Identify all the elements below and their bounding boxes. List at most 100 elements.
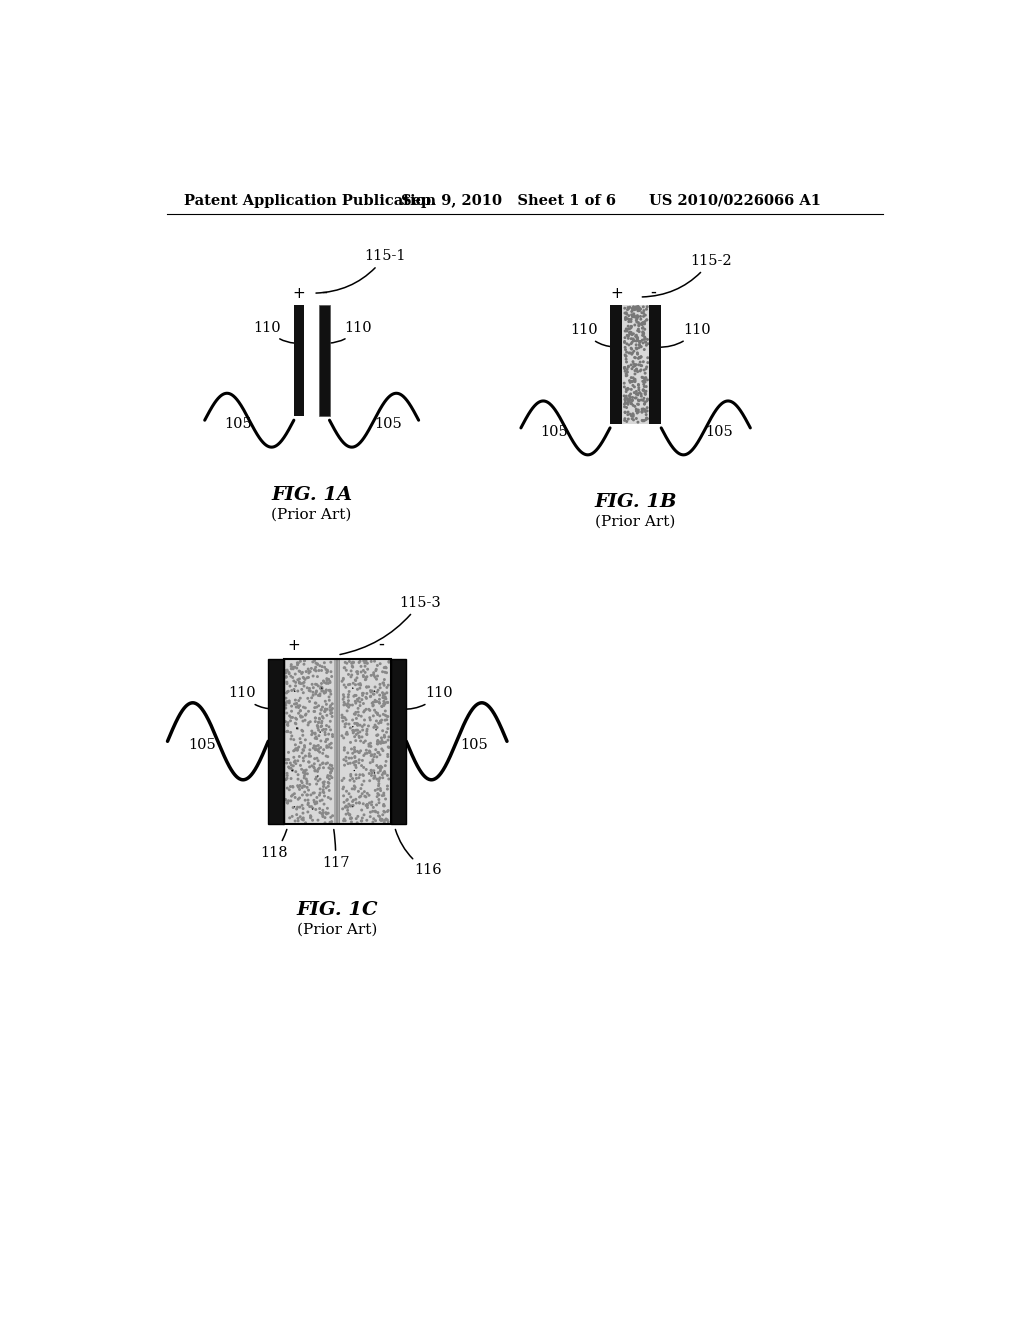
Circle shape <box>628 352 630 354</box>
Circle shape <box>317 744 319 746</box>
Circle shape <box>637 310 639 312</box>
Circle shape <box>375 810 377 813</box>
Circle shape <box>632 413 634 414</box>
Circle shape <box>383 795 385 796</box>
Circle shape <box>343 787 344 788</box>
Circle shape <box>387 715 389 717</box>
Circle shape <box>330 705 332 706</box>
Circle shape <box>305 779 307 780</box>
Circle shape <box>341 681 343 682</box>
Text: 116: 116 <box>395 829 441 878</box>
Circle shape <box>626 359 627 360</box>
Circle shape <box>318 669 319 672</box>
Circle shape <box>377 739 379 742</box>
Circle shape <box>369 772 370 775</box>
Bar <box>268 659 284 825</box>
Circle shape <box>351 663 352 664</box>
Circle shape <box>631 403 633 404</box>
Circle shape <box>304 800 306 801</box>
Circle shape <box>326 813 328 814</box>
Circle shape <box>636 417 637 420</box>
Circle shape <box>348 793 350 795</box>
Circle shape <box>357 791 359 792</box>
Circle shape <box>285 708 287 709</box>
Circle shape <box>297 817 299 820</box>
Circle shape <box>350 671 352 672</box>
Circle shape <box>303 677 305 678</box>
Circle shape <box>290 785 291 787</box>
Circle shape <box>352 762 354 763</box>
Circle shape <box>326 689 327 690</box>
Circle shape <box>362 669 365 672</box>
Circle shape <box>324 804 325 805</box>
Circle shape <box>358 762 359 763</box>
Circle shape <box>360 715 362 717</box>
Circle shape <box>294 793 295 795</box>
Circle shape <box>349 684 350 685</box>
Circle shape <box>640 341 641 342</box>
Circle shape <box>380 721 381 722</box>
Circle shape <box>381 739 383 742</box>
Circle shape <box>298 746 299 748</box>
Circle shape <box>330 671 332 672</box>
Circle shape <box>343 704 345 706</box>
Circle shape <box>323 680 325 681</box>
Circle shape <box>375 700 376 701</box>
Circle shape <box>302 795 303 796</box>
Circle shape <box>301 689 302 690</box>
Circle shape <box>381 748 383 750</box>
Circle shape <box>314 770 316 771</box>
Circle shape <box>319 665 321 667</box>
Text: Patent Application Publication: Patent Application Publication <box>183 194 436 207</box>
Circle shape <box>641 323 643 326</box>
Circle shape <box>359 741 361 742</box>
Circle shape <box>376 727 378 729</box>
Circle shape <box>292 770 293 771</box>
Circle shape <box>303 750 304 751</box>
Circle shape <box>346 800 347 801</box>
Circle shape <box>286 762 288 764</box>
Circle shape <box>309 671 311 672</box>
Circle shape <box>330 772 332 774</box>
Text: 110: 110 <box>569 323 613 347</box>
Circle shape <box>327 776 329 777</box>
Text: (Prior Art): (Prior Art) <box>271 507 352 521</box>
Circle shape <box>376 756 378 758</box>
Circle shape <box>378 767 379 768</box>
Circle shape <box>310 755 311 756</box>
Circle shape <box>327 756 329 758</box>
Circle shape <box>638 329 639 330</box>
Circle shape <box>627 309 629 310</box>
Circle shape <box>319 779 321 780</box>
Circle shape <box>295 700 296 701</box>
Circle shape <box>373 705 374 706</box>
Circle shape <box>347 813 349 814</box>
Circle shape <box>307 803 309 804</box>
Circle shape <box>632 338 634 339</box>
Circle shape <box>287 775 288 776</box>
Circle shape <box>628 345 630 346</box>
Circle shape <box>343 820 344 821</box>
Circle shape <box>343 801 345 803</box>
Circle shape <box>303 760 304 762</box>
Circle shape <box>355 680 356 681</box>
Circle shape <box>314 748 316 751</box>
Circle shape <box>639 345 640 346</box>
Circle shape <box>643 378 645 379</box>
Circle shape <box>368 709 370 710</box>
Circle shape <box>364 719 366 721</box>
Circle shape <box>626 362 628 363</box>
Circle shape <box>316 663 318 664</box>
Circle shape <box>387 809 389 812</box>
Circle shape <box>316 758 317 759</box>
Circle shape <box>288 759 290 760</box>
Circle shape <box>322 721 323 722</box>
Circle shape <box>302 672 303 673</box>
Circle shape <box>350 775 351 777</box>
Circle shape <box>342 721 344 722</box>
Circle shape <box>645 393 646 395</box>
Circle shape <box>375 725 376 726</box>
Circle shape <box>352 730 353 731</box>
Circle shape <box>352 733 354 734</box>
Circle shape <box>343 677 344 678</box>
